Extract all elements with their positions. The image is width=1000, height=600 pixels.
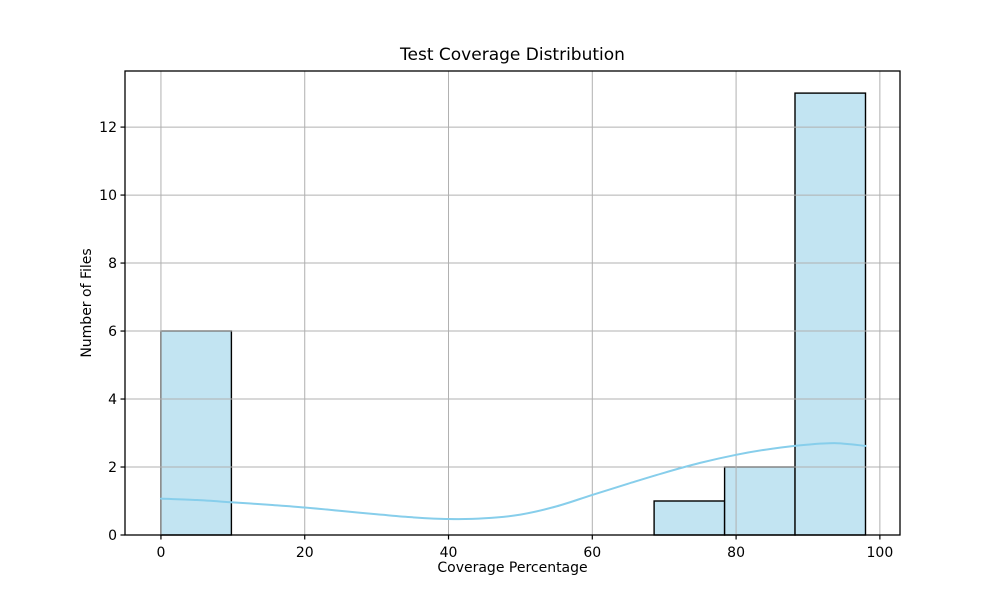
histogram-bar: [160, 330, 233, 536]
histogram-bar: [723, 466, 796, 536]
y-tick-label: 8: [108, 256, 117, 272]
y-tick-label: 6: [108, 324, 117, 340]
x-axis-label: Coverage Percentage: [437, 560, 588, 576]
x-tick-label: 0: [156, 545, 165, 561]
x-tick-label: 20: [296, 545, 314, 561]
y-tick-label: 10: [99, 188, 117, 204]
plot-border: [124, 70, 901, 536]
y-tick-label: 0: [108, 528, 117, 544]
kde-curve: [159, 442, 867, 521]
x-tick-label: 60: [583, 545, 601, 561]
x-tick-label: 80: [727, 545, 745, 561]
x-tick-label: 100: [867, 545, 894, 561]
y-tick-label: 12: [99, 120, 117, 136]
x-tick-label: 40: [440, 545, 458, 561]
chart-title: Test Coverage Distribution: [400, 45, 625, 65]
y-tick-label: 4: [108, 392, 117, 408]
y-tick-label: 2: [108, 460, 117, 476]
histogram-bar: [653, 500, 726, 536]
histogram-bar: [794, 92, 867, 536]
